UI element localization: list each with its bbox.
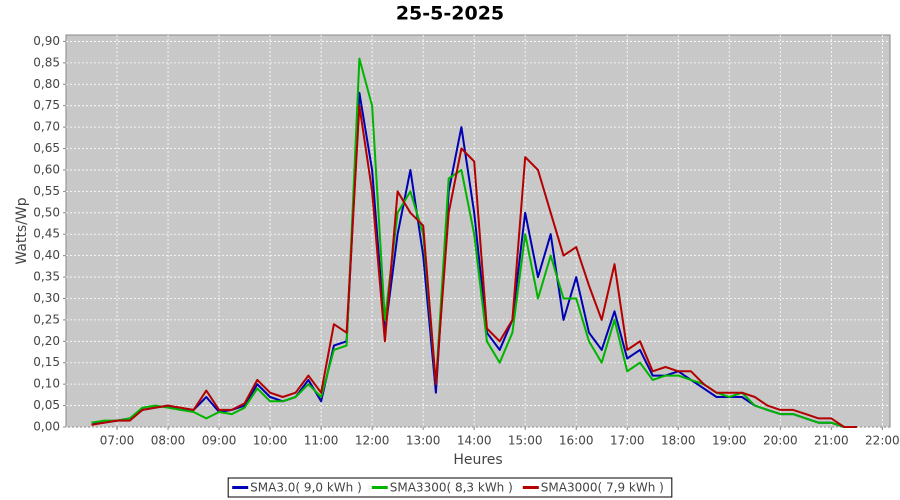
x-tick-label: 20:00 [763,434,798,448]
y-tick-label: 0,70 [33,120,60,134]
series-line [91,104,857,428]
legend: SMA3.0( 9,0 kWh ) SMA3300( 8,3 kWh ) SMA30… [227,477,673,498]
y-tick-label: 0,80 [33,77,60,91]
x-tick-label: 11:00 [304,434,339,448]
y-tick-label: 0,10 [33,377,60,391]
legend-box [227,477,673,498]
y-tick-label: 0,50 [33,205,60,219]
y-tick-label: 0,35 [33,270,60,284]
y-tick-label: 0,20 [33,334,60,348]
y-tick-label: 0,55 [33,184,60,198]
x-axis-label: Heures [453,452,502,468]
x-tick-label: 09:00 [202,434,237,448]
y-tick-label: 0,75 [33,98,60,112]
x-tick-label: 22:00 [865,434,900,448]
y-tick-label: 0,65 [33,141,60,155]
y-tick-label: 0,00 [33,420,60,434]
legend-label: SMA3.0( 9,0 kWh ) [250,481,362,495]
chart-title: 25-5-2025 [396,3,504,25]
x-tick-label: 16:00 [559,434,594,448]
x-tick-label: 12:00 [355,434,390,448]
x-tick-label: 08:00 [151,434,186,448]
x-tick-label: 19:00 [712,434,747,448]
series-line [91,57,857,428]
plot-area [65,34,891,428]
y-tick-label: 0,45 [33,227,60,241]
x-tick-label: 17:00 [610,434,645,448]
y-tick-label: 0,25 [33,312,60,326]
x-tick-label: 14:00 [457,434,492,448]
legend-label: SMA3300( 8,3 kWh ) [390,481,513,495]
x-tick-label: 15:00 [508,434,543,448]
y-tick-label: 0,05 [33,398,60,412]
x-tick-label: 13:00 [406,434,441,448]
y-tick-label: 0,40 [33,248,60,262]
y-tick-label: 0,90 [33,34,60,48]
y-tick-label: 0,85 [33,55,60,69]
y-tick-label: 0,60 [33,162,60,176]
y-tick-label: 0,15 [33,355,60,369]
x-tick-label: 07:00 [100,434,135,448]
x-tick-label: 18:00 [661,434,696,448]
x-tick-label: 21:00 [814,434,849,448]
x-tick-label: 10:00 [253,434,288,448]
y-axis-label: Watts/Wp [14,197,30,264]
legend-label: SMA3000( 7,9 kWh ) [541,481,664,495]
y-tick-label: 0,30 [33,291,60,305]
